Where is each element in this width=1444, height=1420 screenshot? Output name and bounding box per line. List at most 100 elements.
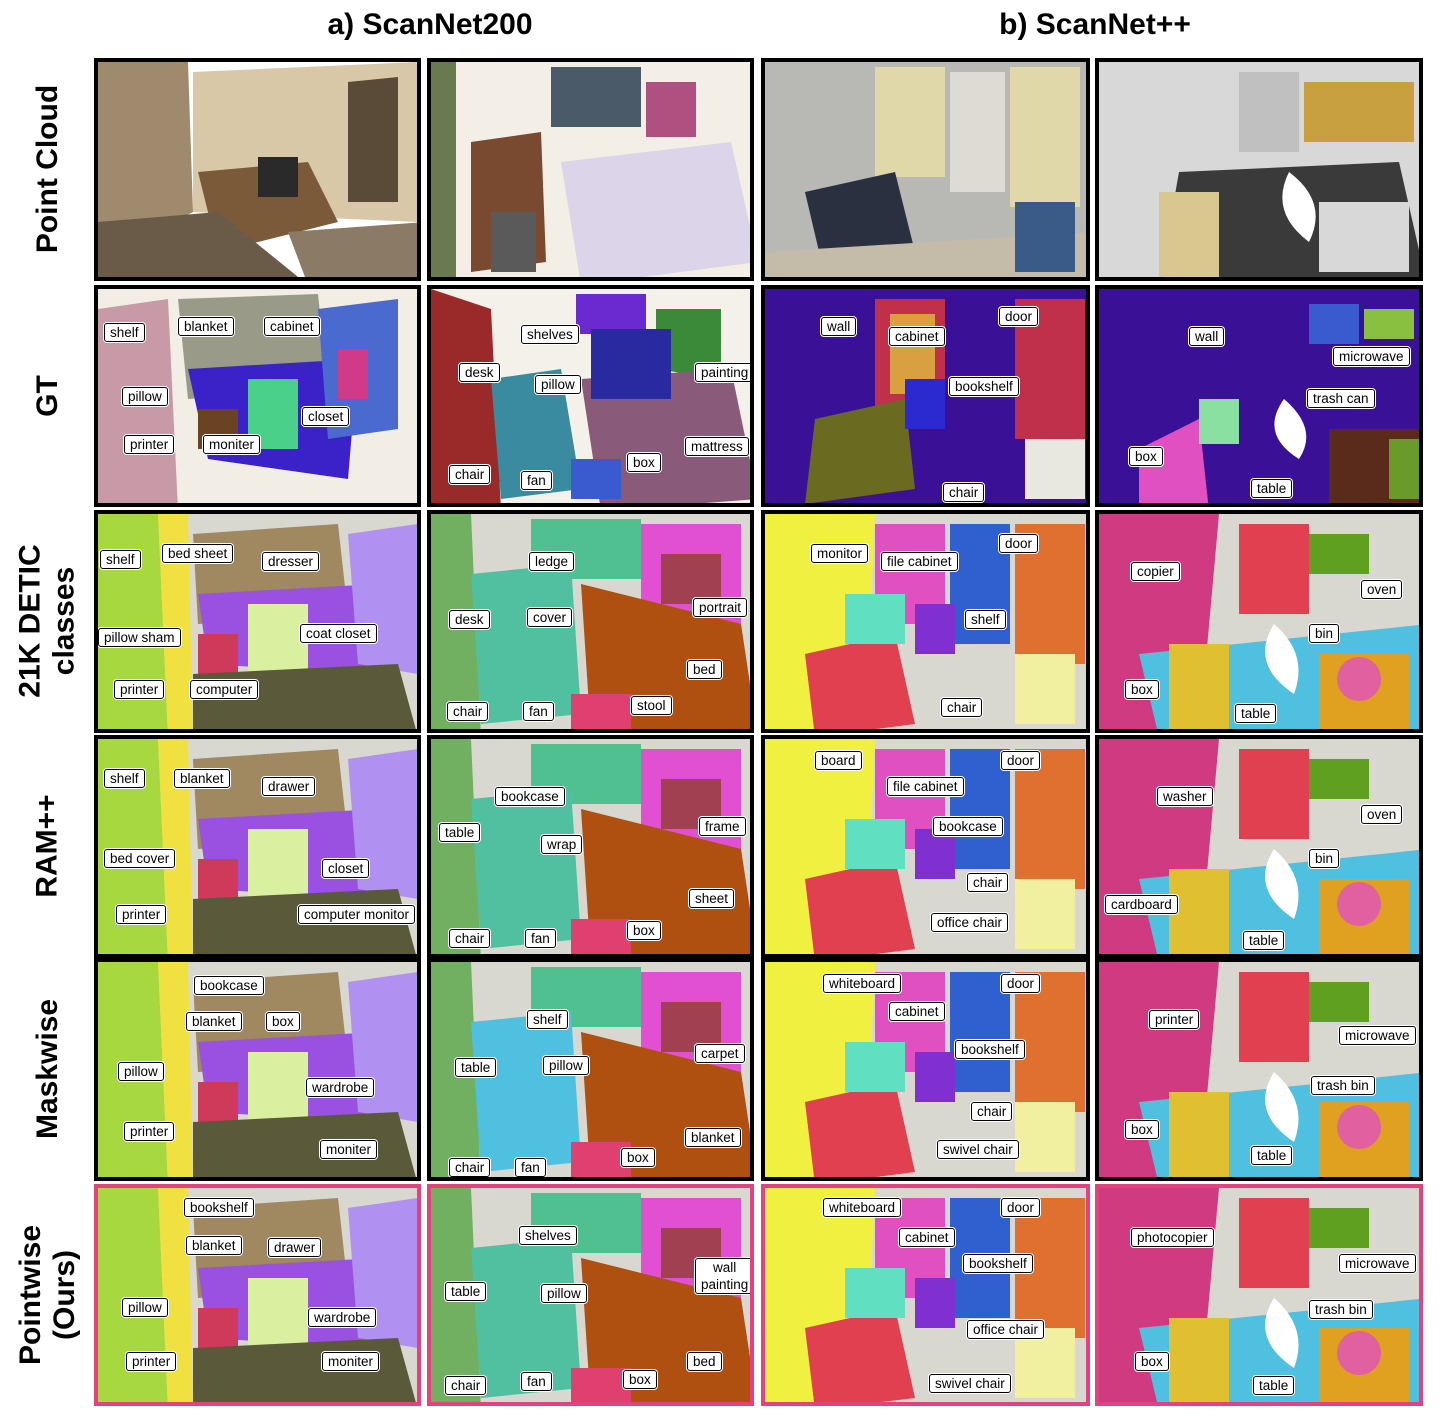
row-label-detic: 21K DETIC classes bbox=[14, 544, 81, 698]
label-frame: frame bbox=[699, 817, 746, 836]
label-printer: printer bbox=[124, 1122, 175, 1141]
label-moniter: moniter bbox=[320, 1140, 378, 1159]
label-shelf: shelf bbox=[527, 1010, 568, 1029]
label-shelf: shelf bbox=[965, 610, 1006, 629]
label-ledge: ledge bbox=[529, 552, 575, 571]
label-chair: chair bbox=[971, 1102, 1013, 1121]
row-label-gt: GT bbox=[30, 375, 64, 417]
label-chair: chair bbox=[449, 929, 491, 948]
panel-detic-scannet200-2: ledge desk cover portrait bed chair fan … bbox=[427, 510, 754, 733]
header-scannet200: a) ScanNet200 bbox=[327, 8, 533, 41]
label-door: door bbox=[999, 307, 1039, 326]
label-pillow-sham: pillow sham bbox=[98, 628, 181, 647]
panel-gt-scannetpp-2: wall microwave trash can box table bbox=[1095, 285, 1423, 507]
label-pillow: pillow bbox=[543, 1056, 589, 1075]
label-table: table bbox=[1243, 931, 1285, 950]
panel-ram-scannet200-1: shelf blanket drawer bed cover closet pr… bbox=[94, 735, 421, 958]
label-box: box bbox=[627, 453, 661, 472]
label-coat-closet: coat closet bbox=[300, 624, 377, 643]
label-oven: oven bbox=[1361, 580, 1403, 599]
label-bed-cover: bed cover bbox=[104, 849, 176, 868]
row-label-point-cloud: Point Cloud bbox=[31, 84, 65, 254]
label-bookshelf: bookshelf bbox=[949, 377, 1019, 396]
label-dresser: dresser bbox=[262, 552, 320, 571]
label-portrait: portrait bbox=[693, 598, 748, 617]
label-table: table bbox=[1251, 1146, 1293, 1165]
panel-ram-scannet200-2: bookcase table wrap frame sheet chair fa… bbox=[427, 735, 754, 958]
panel-detic-scannetpp-2: copier oven bin box table bbox=[1095, 510, 1423, 733]
panel-ram-scannetpp-2: washer oven bin cardboard table bbox=[1095, 735, 1423, 958]
label-fan: fan bbox=[515, 1158, 546, 1177]
panel-detic-scannetpp-1: monitor file cabinet door shelf chair bbox=[761, 510, 1090, 733]
label-office-chair: office chair bbox=[931, 913, 1009, 932]
label-printer: printer bbox=[124, 435, 175, 454]
label-table: table bbox=[1253, 1376, 1295, 1395]
panel-pointcloud-scannetpp-1 bbox=[761, 58, 1090, 281]
label-pillow: pillow bbox=[535, 375, 581, 394]
panel-mask-scannet200-1: bookcase blanket box pillow wardrobe pri… bbox=[94, 958, 421, 1181]
panel-mask-scannetpp-2: printer microwave trash bin box table bbox=[1095, 958, 1423, 1181]
label-shelves: shelves bbox=[519, 1226, 577, 1245]
label-pillow: pillow bbox=[118, 1062, 164, 1081]
label-bookcase: bookcase bbox=[194, 976, 264, 995]
label-chair: chair bbox=[449, 1158, 491, 1177]
label-cardboard: cardboard bbox=[1105, 895, 1178, 914]
label-carpet: carpet bbox=[695, 1044, 745, 1063]
label-door: door bbox=[1001, 751, 1041, 770]
panel-pointcloud-scannetpp-2 bbox=[1095, 58, 1423, 281]
label-wall-painting: wall painting bbox=[695, 1258, 750, 1294]
panel-ram-scannetpp-1: board file cabinet door bookcase chair o… bbox=[761, 735, 1090, 958]
panel-pointcloud-scannet200-1 bbox=[94, 58, 421, 281]
panel-mask-scannet200-2: shelf table pillow carpet blanket chair … bbox=[427, 958, 754, 1181]
label-printer: printer bbox=[1149, 1010, 1200, 1029]
label-bed: bed bbox=[687, 660, 722, 679]
label-pillow: pillow bbox=[122, 1298, 168, 1317]
label-box: box bbox=[621, 1148, 655, 1167]
label-wrap: wrap bbox=[541, 835, 583, 854]
panel-detic-scannet200-1: shelf bed sheet dresser pillow sham coat… bbox=[94, 510, 421, 733]
label-door: door bbox=[1001, 974, 1041, 993]
label-shelf: shelf bbox=[104, 323, 145, 342]
label-closet: closet bbox=[302, 407, 350, 426]
label-door: door bbox=[999, 534, 1039, 553]
label-pillow: pillow bbox=[122, 387, 168, 406]
label-sheet: sheet bbox=[689, 889, 735, 908]
label-fan: fan bbox=[525, 929, 556, 948]
row-label-ours: Pointwise (Ours) bbox=[14, 1224, 81, 1366]
label-box: box bbox=[1135, 1352, 1169, 1371]
label-table: table bbox=[1251, 479, 1293, 498]
panel-gt-scannet200-2: shelves painting desk pillow mattress ch… bbox=[427, 285, 754, 507]
label-trash-bin: trash bin bbox=[1311, 1076, 1375, 1095]
panel-gt-scannetpp-1: wall cabinet door bookshelf chair bbox=[761, 285, 1090, 507]
label-chair: chair bbox=[447, 702, 489, 721]
label-wardrobe: wardrobe bbox=[308, 1308, 377, 1327]
label-cabinet: cabinet bbox=[889, 327, 945, 346]
label-bed-sheet: bed sheet bbox=[162, 544, 234, 563]
label-table: table bbox=[439, 823, 481, 842]
panel-ours-scannet200-2: shelves table pillow wall painting bed c… bbox=[427, 1184, 754, 1406]
label-chair: chair bbox=[941, 698, 983, 717]
label-chair: chair bbox=[445, 1376, 487, 1395]
label-painting: painting bbox=[695, 363, 750, 382]
label-bookshelf: bookshelf bbox=[184, 1198, 254, 1217]
label-blanket: blanket bbox=[178, 317, 234, 336]
label-desk: desk bbox=[459, 363, 500, 382]
label-washer: washer bbox=[1157, 787, 1213, 806]
label-trash-can: trash can bbox=[1307, 389, 1375, 408]
label-oven: oven bbox=[1361, 805, 1403, 824]
label-bookshelf: bookshelf bbox=[955, 1040, 1025, 1059]
label-mattress: mattress bbox=[685, 437, 749, 456]
label-office-chair: office chair bbox=[967, 1320, 1045, 1339]
panel-gt-scannet200-1: shelf blanket cabinet pillow closet prin… bbox=[94, 285, 421, 507]
label-fan: fan bbox=[521, 1372, 552, 1391]
panel-ours-scannetpp-1: whiteboard cabinet door bookshelf office… bbox=[761, 1184, 1090, 1406]
label-computer-monitor: computer monitor bbox=[298, 905, 416, 924]
label-bin: bin bbox=[1309, 849, 1340, 868]
label-wardrobe: wardrobe bbox=[306, 1078, 375, 1097]
label-blanket: blanket bbox=[174, 769, 230, 788]
label-box: box bbox=[623, 1370, 657, 1389]
label-blanket: blanket bbox=[186, 1236, 242, 1255]
label-table: table bbox=[445, 1282, 487, 1301]
label-box: box bbox=[266, 1012, 300, 1031]
label-bookcase: bookcase bbox=[495, 787, 565, 806]
